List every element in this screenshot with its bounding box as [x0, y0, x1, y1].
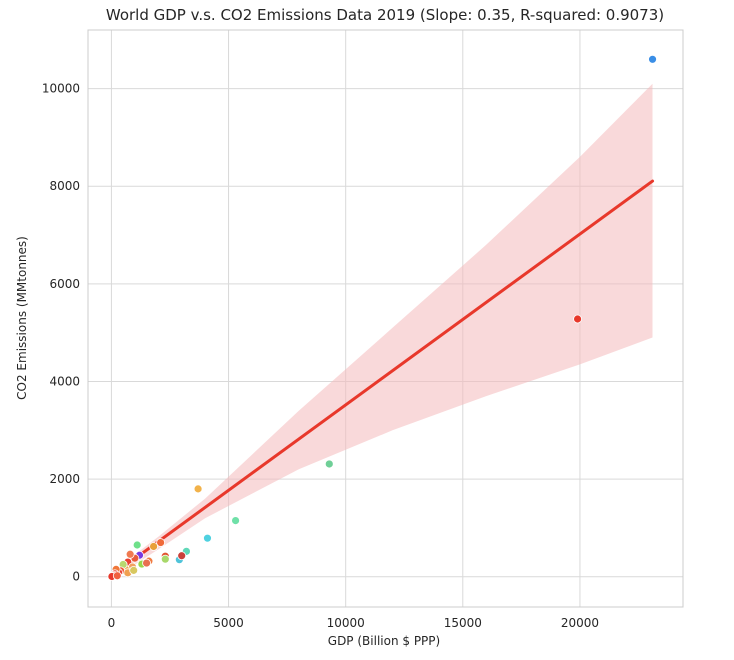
data-point [142, 558, 151, 568]
chart-title: World GDP v.s. CO2 Emissions Data 2019 (… [106, 6, 664, 24]
regression-line-layer [109, 179, 655, 578]
data-point [573, 314, 582, 324]
data-points [107, 54, 657, 581]
data-point [112, 571, 122, 581]
data-point [648, 54, 657, 64]
x-axis-ticks: 0 5000 10000 15000 20000 [108, 616, 599, 630]
x-tick-label: 10000 [327, 616, 365, 630]
plot-frame [87, 29, 684, 608]
data-point [160, 554, 170, 564]
data-point [129, 565, 139, 575]
data-point [231, 516, 240, 525]
y-tick-label: 8000 [49, 179, 80, 193]
y-axis-ticks: 0 2000 4000 6000 8000 10000 [42, 82, 80, 584]
y-tick-label: 10000 [42, 82, 80, 96]
y-tick-label: 6000 [49, 277, 80, 291]
data-point [125, 549, 135, 559]
data-point [156, 538, 166, 547]
data-point [203, 533, 212, 543]
x-axis-label: GDP (Billion $ PPP) [328, 634, 440, 648]
x-tick-label: 15000 [444, 616, 482, 630]
data-point [193, 484, 203, 494]
data-point [149, 542, 158, 551]
data-point [324, 459, 334, 469]
regression-line [109, 179, 655, 578]
y-axis-label: CO2 Emissions (MMtonnes) [15, 236, 29, 400]
x-tick-label: 0 [108, 616, 116, 630]
y-tick-label: 4000 [49, 374, 80, 388]
y-tick-label: 0 [72, 570, 80, 584]
x-tick-label: 5000 [213, 616, 244, 630]
confidence-band [111, 83, 653, 580]
x-tick-label: 20000 [561, 616, 599, 630]
data-point [132, 540, 142, 550]
confidence-band-layer [111, 83, 653, 580]
data-point [177, 551, 187, 561]
y-tick-label: 2000 [49, 472, 80, 486]
